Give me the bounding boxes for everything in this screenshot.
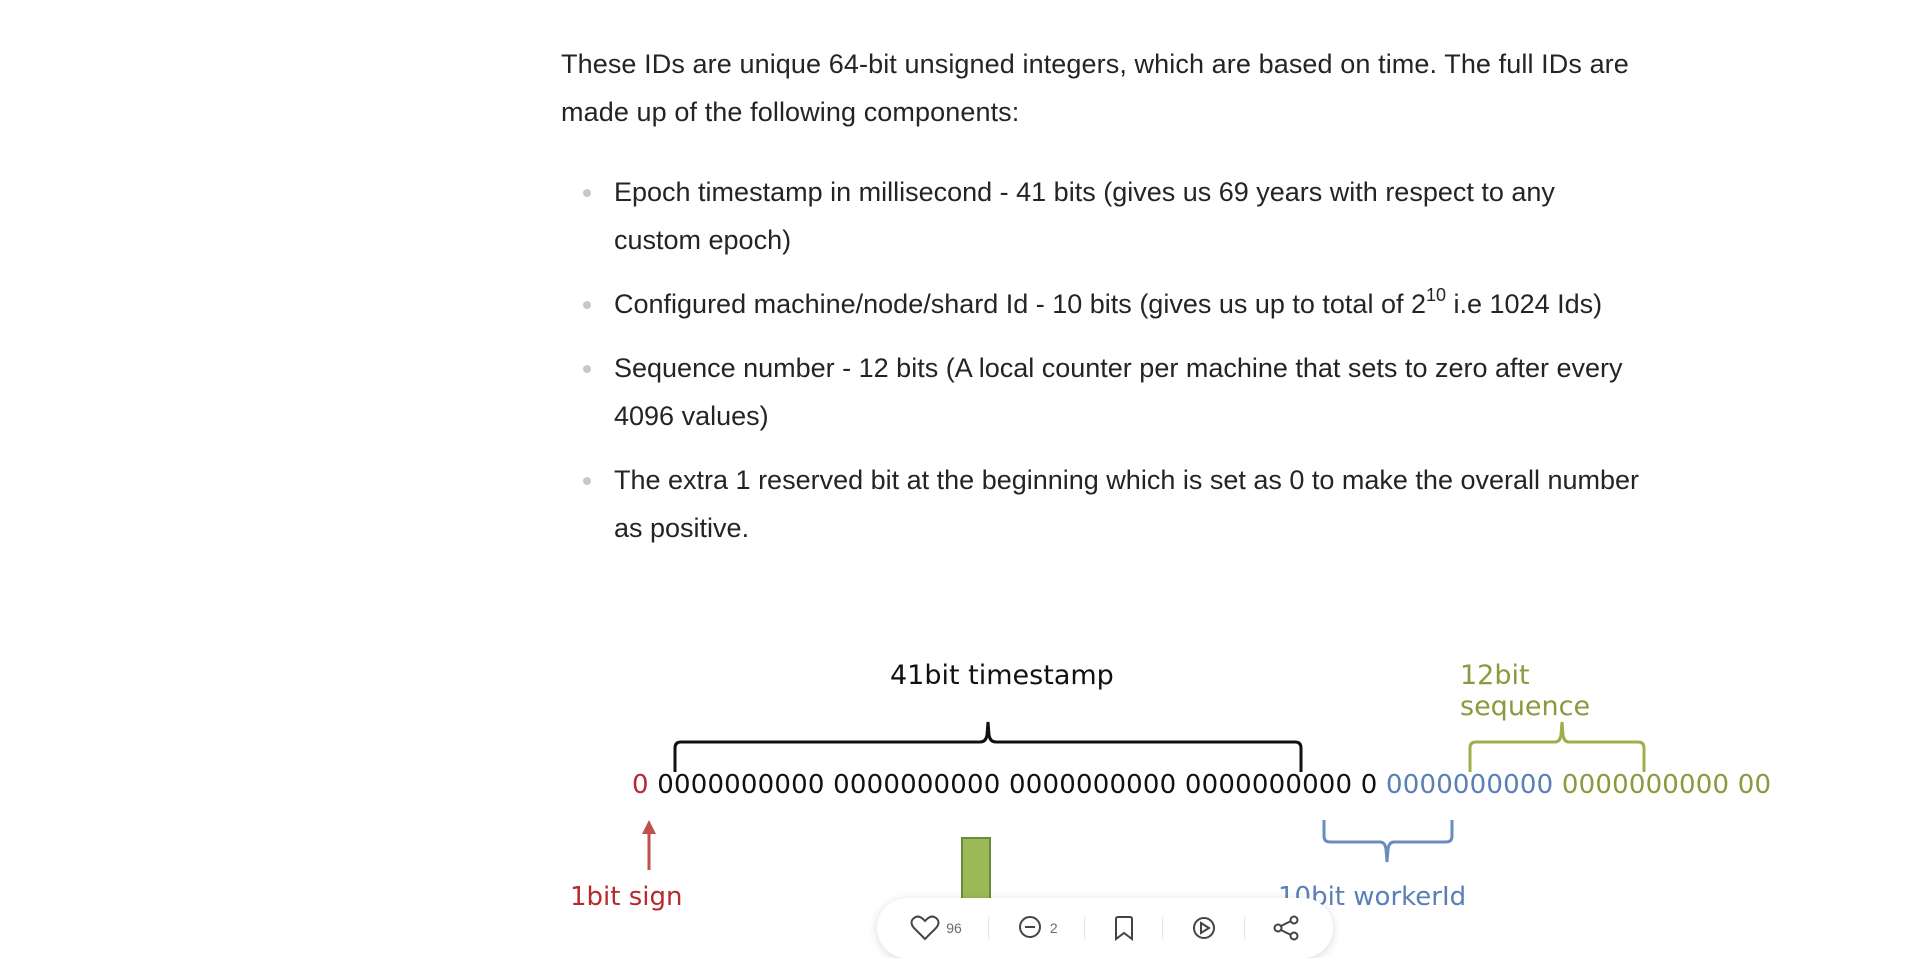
divider — [1084, 917, 1086, 939]
timestamp-brace — [673, 721, 1303, 772]
components-list: Epoch timestamp in millisecond - 41 bits… — [561, 168, 1641, 552]
list-item: Configured machine/node/shard Id - 10 bi… — [561, 280, 1641, 328]
share-icon — [1273, 915, 1299, 941]
divider — [1162, 917, 1164, 939]
worker-bits: 0000000000 — [1385, 770, 1554, 800]
divider — [1244, 917, 1246, 939]
bullet-dot — [583, 477, 591, 485]
comment-button[interactable]: 2 — [1016, 915, 1058, 941]
bullet-dot — [583, 365, 591, 373]
listen-icon — [1192, 917, 1215, 939]
comment-count: 2 — [1049, 920, 1058, 936]
list-item-text: Epoch timestamp in millisecond - 41 bits… — [614, 177, 1555, 255]
snowflake-id-diagram: 41bit timestamp 12bit sequence 0 0000000… — [540, 640, 1771, 940]
list-item-text-before: Configured machine/node/shard Id - 10 bi… — [614, 289, 1426, 319]
list-item: The extra 1 reserved bit at the beginnin… — [561, 456, 1641, 552]
diagram-braces — [642, 721, 1646, 870]
heart-icon — [910, 915, 940, 941]
list-item: Epoch timestamp in millisecond - 41 bits… — [561, 168, 1641, 264]
divider — [988, 917, 990, 939]
list-item-text: Sequence number - 12 bits (A local count… — [614, 353, 1623, 431]
list-item-text: The extra 1 reserved bit at the beginnin… — [614, 465, 1640, 543]
bullet-dot — [583, 189, 591, 197]
article-action-bar: 96 2 — [877, 898, 1333, 958]
list-item: Sequence number - 12 bits (A local count… — [561, 344, 1641, 440]
comment-icon — [1018, 916, 1041, 938]
bit-string: 0 0000000000 0000000000 0000000000 00000… — [632, 770, 1771, 800]
superscript-exponent: 10 — [1425, 285, 1447, 305]
like-button[interactable]: 96 — [910, 915, 962, 941]
bookmark-icon — [1114, 916, 1133, 941]
listen-button[interactable] — [1190, 915, 1218, 941]
sign-arrow-head — [642, 820, 656, 834]
timestamp-label: 41bit timestamp — [890, 660, 1114, 691]
share-button[interactable] — [1272, 915, 1300, 941]
article-body: These IDs are unique 64-bit unsigned int… — [561, 40, 1641, 568]
bookmark-button[interactable] — [1112, 915, 1136, 941]
sequence-brace — [1468, 721, 1646, 772]
list-item-text-after: i.e 1024 Ids) — [1446, 289, 1603, 319]
sequence-bits: 0000000000 00 — [1561, 770, 1772, 800]
sign-label: 1bit sign — [570, 882, 683, 912]
sequence-label: 12bit sequence — [1460, 660, 1591, 722]
intro-paragraph: These IDs are unique 64-bit unsigned int… — [561, 49, 1629, 127]
bullet-dot — [583, 301, 591, 309]
sign-bits: 0 — [632, 770, 649, 800]
timestamp-bits: 0000000000 0000000000 0000000000 0000000… — [657, 770, 1378, 800]
like-count: 96 — [946, 920, 962, 936]
worker-brace — [1322, 820, 1454, 863]
